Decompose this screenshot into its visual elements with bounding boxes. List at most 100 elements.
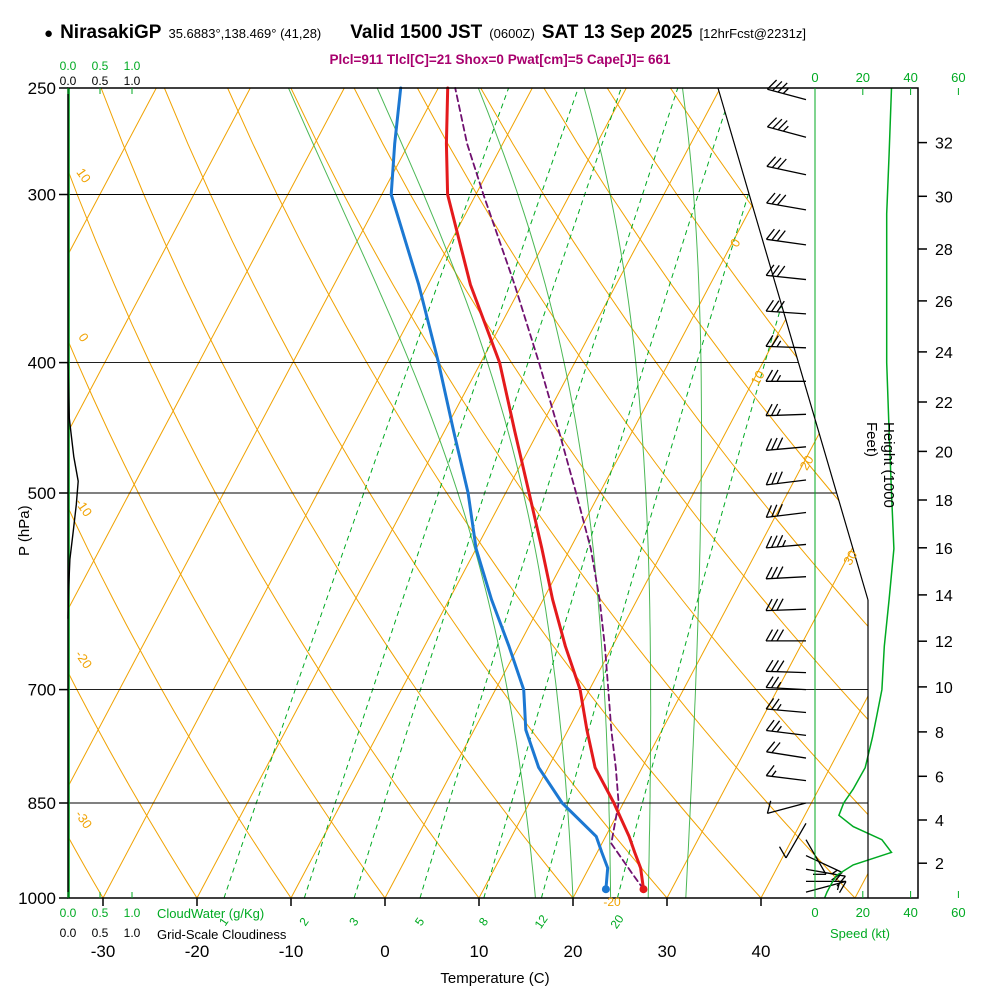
- mixing-ratio-line: [540, 88, 783, 898]
- dry-adiabat-line: [100, 88, 597, 898]
- speed-tick-label: 20: [856, 70, 870, 85]
- pressure-tick-label: 1000: [18, 889, 56, 908]
- dry-adiabat-line: [290, 88, 868, 898]
- height-tick-label: 30: [935, 189, 953, 206]
- temperature-tick-label: 20: [564, 942, 583, 961]
- sounding-indices: Plcl=911 Tlcl[C]=21 Shox=0 Pwat[cm]=5 Ca…: [329, 52, 671, 67]
- isotherm-label: 10: [748, 368, 768, 388]
- cloudwater-scale-label: 0.5: [92, 59, 109, 73]
- station-coords: 35.6883°,138.469° (41,28): [168, 26, 322, 41]
- mixing-ratio-line: [303, 88, 579, 898]
- cloudiness-scale-label: 0.5: [92, 74, 109, 88]
- moist-adiabat-line: [376, 88, 574, 898]
- mixing-ratio-line: [483, 88, 733, 898]
- dry-adiabat-line: [163, 88, 693, 898]
- height-tick-label: 18: [935, 493, 953, 510]
- speed-tick-label: 40: [903, 70, 917, 85]
- dry-adiabat-line: [68, 88, 216, 898]
- isotherm-label: 30: [840, 548, 860, 568]
- mixing-ratio-label: 2: [296, 915, 311, 929]
- speed-tick-label: 60: [951, 905, 965, 920]
- dewpoint-curve: [389, 86, 610, 891]
- temperature-tick-label: -30: [91, 942, 116, 961]
- skewt-lattice: [68, 88, 868, 898]
- speed-tick-label: 60: [951, 70, 965, 85]
- height-tick-label: 16: [935, 541, 953, 558]
- height-tick-label: 10: [935, 680, 953, 697]
- temperature-tick-label: 30: [658, 942, 677, 961]
- height-tick-label: 2: [935, 856, 944, 873]
- speed-tick-label: 0: [811, 70, 818, 85]
- pressure-tick-label: 400: [28, 354, 56, 373]
- temperature-tick-label: 0: [380, 942, 389, 961]
- cloudiness-profile: [67, 362, 79, 619]
- pressure-tick-label: 850: [28, 794, 56, 813]
- temperature-surface-dot: [639, 885, 648, 894]
- dry-adiabat-line: [68, 88, 121, 898]
- wind-speed-profile: [823, 87, 895, 899]
- dry-adiabat-label: 0: [75, 330, 91, 345]
- station-name: NirasakiGP: [60, 22, 162, 43]
- dry-adiabat-line: [227, 88, 788, 898]
- dry-adiabat-line: [416, 88, 868, 898]
- isotherm-label: 20: [796, 453, 816, 473]
- moist-adiabat-line: [583, 88, 652, 898]
- height-tick-label: 24: [935, 345, 953, 362]
- pressure-tick-label: 300: [28, 186, 56, 205]
- mixing-ratio-line: [223, 88, 510, 898]
- temperature-axis-label: Temperature (C): [440, 970, 550, 987]
- speed-tick-label: 40: [903, 905, 917, 920]
- mixing-ratio-label: 3: [346, 915, 361, 929]
- pressure-tick-label: 250: [28, 79, 56, 98]
- dry-adiabat-line: [480, 88, 868, 898]
- height-tick-label: 32: [935, 136, 953, 153]
- speed-tick-label: 0: [811, 905, 818, 920]
- speed-axis-label: Speed (kt): [830, 926, 890, 941]
- dry-adiabat-line: [68, 88, 502, 898]
- mixing-ratio-label: 12: [532, 912, 551, 931]
- lattice-diagonal-boundary: [717, 87, 869, 601]
- cloudiness-scale-label: 1.0: [124, 926, 141, 940]
- valid-date: SAT 13 Sep 2025: [541, 22, 693, 43]
- dry-adiabat-line: [68, 88, 407, 898]
- cloudwater-scale-label: 0.5: [92, 906, 109, 920]
- cloudwater-scale-label: 1.0: [124, 59, 141, 73]
- dry-adiabat-line: [606, 88, 868, 898]
- cloudiness-scale-label: 0.0: [60, 74, 77, 88]
- mixing-ratio-line: [353, 88, 622, 898]
- height-tick-label: 14: [935, 588, 953, 605]
- height-axis-label: Height (1000 Feet): [863, 422, 897, 508]
- cloudwater-scale-label: 0.0: [60, 59, 77, 73]
- cloudiness-scale-label: 0.5: [92, 926, 109, 940]
- height-tick-label: 6: [935, 769, 944, 786]
- dry-adiabat-label: 10: [73, 165, 94, 185]
- station-bullet-icon: ●: [44, 25, 54, 42]
- valid-utc: (0600Z): [489, 26, 535, 41]
- mixing-ratio-line: [419, 88, 679, 898]
- mixing-ratio-label: 5: [412, 915, 427, 929]
- speed-tick-label: 20: [856, 905, 870, 920]
- temperature-tick-label: -10: [279, 942, 304, 961]
- cloudwater-scale-label: 0.0: [60, 906, 77, 920]
- dry-adiabat-line: [543, 88, 868, 898]
- temperature-tick-label: 10: [470, 942, 489, 961]
- pressure-tick-label: 700: [28, 681, 56, 700]
- cloudiness-scale-label: 1.0: [124, 74, 141, 88]
- height-tick-label: 22: [935, 395, 953, 412]
- dry-adiabat-line: [353, 88, 868, 898]
- moist-adiabat-line: [477, 88, 612, 898]
- dry-adiabat-label: -30: [72, 807, 95, 831]
- moist-adiabat-line: [682, 88, 702, 898]
- forecast-info: [12hrFcst@2231z]: [699, 26, 806, 41]
- height-tick-label: 28: [935, 242, 953, 259]
- isotherm-line: [68, 88, 251, 898]
- isotherm-line: [760, 88, 868, 898]
- isotherm-line: [666, 88, 868, 898]
- height-tick-label: 12: [935, 634, 953, 651]
- dry-adiabat-label: -20: [72, 647, 95, 671]
- cloudiness-axis-label: Grid-Scale Cloudiness: [157, 927, 287, 942]
- height-tick-label: 4: [935, 813, 944, 830]
- wind-barbs: [765, 79, 847, 894]
- dry-adiabat-line: [68, 88, 312, 898]
